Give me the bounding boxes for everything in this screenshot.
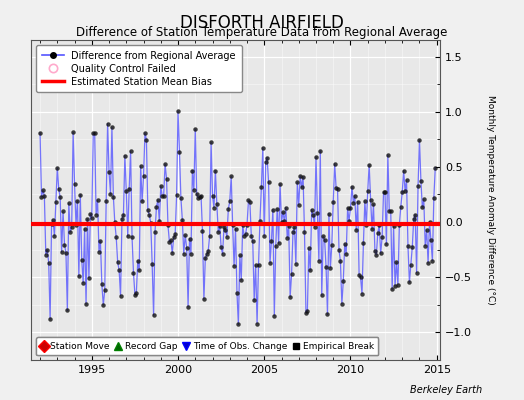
Text: DISFORTH AIRFIELD: DISFORTH AIRFIELD xyxy=(180,14,344,32)
Y-axis label: Monthly Temperature Anomaly Difference (°C): Monthly Temperature Anomaly Difference (… xyxy=(486,95,495,305)
Text: Difference of Station Temperature Data from Regional Average: Difference of Station Temperature Data f… xyxy=(77,26,447,39)
Legend: Station Move, Record Gap, Time of Obs. Change, Empirical Break: Station Move, Record Gap, Time of Obs. C… xyxy=(36,338,378,356)
Text: Berkeley Earth: Berkeley Earth xyxy=(410,385,482,395)
